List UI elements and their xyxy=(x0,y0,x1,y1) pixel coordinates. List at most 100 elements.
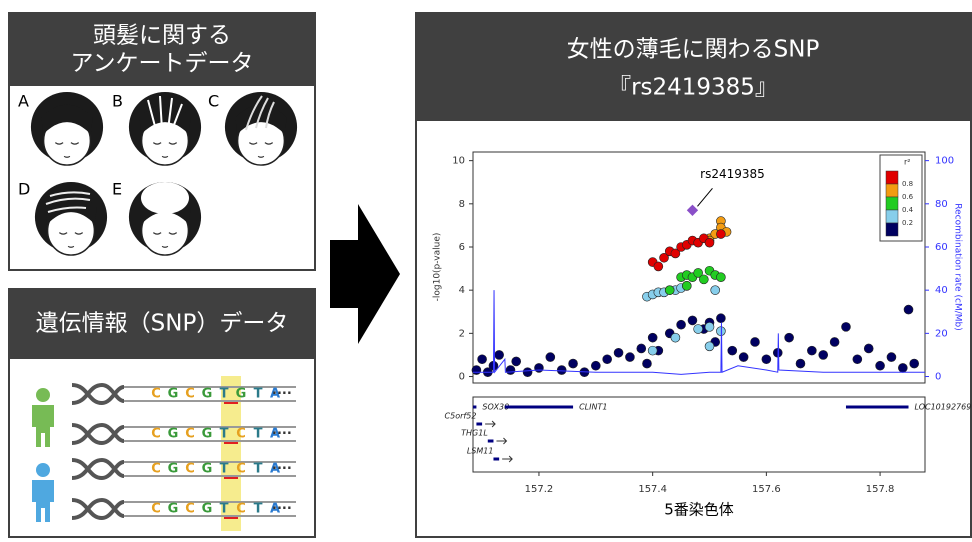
panel-title: 頭髪に関する xyxy=(93,23,231,49)
base: G xyxy=(168,387,179,402)
snp-point xyxy=(614,348,623,357)
snp-point xyxy=(841,322,850,331)
ellipsis: ···· xyxy=(272,427,292,442)
face-label: E xyxy=(112,180,122,199)
ellipsis: ···· xyxy=(272,387,292,402)
legend-swatch xyxy=(886,197,898,210)
snp-point xyxy=(506,366,515,375)
base: T xyxy=(220,427,229,442)
y-tick-label: 0 xyxy=(459,372,465,383)
panel-title: 遺伝情報（SNP）データ xyxy=(36,311,289,337)
ellipsis: ···· xyxy=(272,462,292,477)
snp-point xyxy=(478,355,487,364)
gene-label: C5orf52 xyxy=(445,412,477,421)
y2-tick-label: 20 xyxy=(935,328,948,339)
base: T xyxy=(254,462,263,477)
snp-point xyxy=(887,353,896,362)
snp-point xyxy=(654,262,663,271)
snp-point xyxy=(705,342,714,351)
x-tick-label: 157.4 xyxy=(638,484,667,495)
snp-point xyxy=(751,337,760,346)
y-tick-label: 2 xyxy=(459,328,465,339)
snp-point xyxy=(830,337,839,346)
snp-point xyxy=(728,346,737,355)
base: G xyxy=(168,427,179,442)
y2-tick-label: 0 xyxy=(935,372,941,383)
face-label: D xyxy=(18,180,30,199)
base: C xyxy=(236,502,246,517)
snp-point xyxy=(472,366,481,375)
face-label: B xyxy=(112,92,123,111)
legend-label: 0.8 xyxy=(902,180,913,188)
panel-header xyxy=(415,12,972,120)
x-axis-label: 5番染色体 xyxy=(664,501,734,519)
y2-axis-label: Recombination rate (cM/Mb) xyxy=(953,203,963,331)
flow-arrow xyxy=(330,204,400,344)
snp-point xyxy=(716,230,725,239)
base: T xyxy=(254,427,263,442)
face-label: A xyxy=(18,92,29,111)
base: C xyxy=(185,387,195,402)
snp-point xyxy=(716,314,725,323)
panel-title: 『rs2419385』 xyxy=(608,75,778,101)
snp-point xyxy=(591,361,600,370)
snp-point xyxy=(711,286,720,295)
annotation-text: rs2419385 xyxy=(700,167,765,181)
y2-tick-label: 100 xyxy=(935,156,954,167)
legend-swatch xyxy=(886,171,898,184)
legend-label: 0.6 xyxy=(902,193,914,201)
snp-point xyxy=(716,273,725,282)
page: 頭髪に関する アンケートデータ A B C D E 遺伝情報（SNP）データ C… xyxy=(0,0,972,538)
snp-point xyxy=(671,333,680,342)
base: T xyxy=(254,502,263,517)
base: C xyxy=(236,427,246,442)
y2-tick-label: 40 xyxy=(935,285,948,296)
panel-title: アンケートデータ xyxy=(70,51,253,77)
base: G xyxy=(236,387,247,402)
snp-point xyxy=(688,316,697,325)
y-axis-label: -log10(p-value) xyxy=(433,233,443,302)
base: C xyxy=(151,502,161,517)
legend-label: 0.2 xyxy=(902,219,913,227)
base: T xyxy=(220,387,229,402)
y-tick-label: 8 xyxy=(459,199,465,210)
snp-point xyxy=(648,346,657,355)
y2-tick-label: 80 xyxy=(935,199,948,210)
snp-point xyxy=(853,355,862,364)
x-tick-label: 157.6 xyxy=(752,484,781,495)
snp-point xyxy=(523,368,532,377)
snp-point xyxy=(512,357,521,366)
base: G xyxy=(202,502,213,517)
base: G xyxy=(168,462,179,477)
base: G xyxy=(168,502,179,517)
base: T xyxy=(254,387,263,402)
base: G xyxy=(202,462,213,477)
snp-point xyxy=(665,286,674,295)
snp-point xyxy=(785,333,794,342)
gene-label: LSM11 xyxy=(467,447,494,456)
snp-point xyxy=(557,366,566,375)
snp-point xyxy=(534,363,543,372)
base: G xyxy=(202,427,213,442)
base: C xyxy=(151,387,161,402)
snp-point xyxy=(546,353,555,362)
snp-point xyxy=(603,355,612,364)
y-tick-label: 6 xyxy=(459,242,465,253)
snp-point xyxy=(648,333,657,342)
gene-label: LOC101927697 xyxy=(915,403,972,412)
snp-point xyxy=(910,359,919,368)
base: T xyxy=(220,462,229,477)
snp-point xyxy=(682,281,691,290)
snp-point xyxy=(819,350,828,359)
x-tick-label: 157.2 xyxy=(525,484,554,495)
base: C xyxy=(185,427,195,442)
base: C xyxy=(185,502,195,517)
y-tick-label: 4 xyxy=(459,285,465,296)
base: T xyxy=(220,502,229,517)
snp-point xyxy=(495,350,504,359)
panel-title: 女性の薄毛に関わるSNP xyxy=(567,37,820,63)
legend-label: 0.4 xyxy=(902,206,914,214)
gene-label: CLINT1 xyxy=(579,403,607,412)
legend-title: r² xyxy=(904,158,911,167)
base: G xyxy=(202,387,213,402)
